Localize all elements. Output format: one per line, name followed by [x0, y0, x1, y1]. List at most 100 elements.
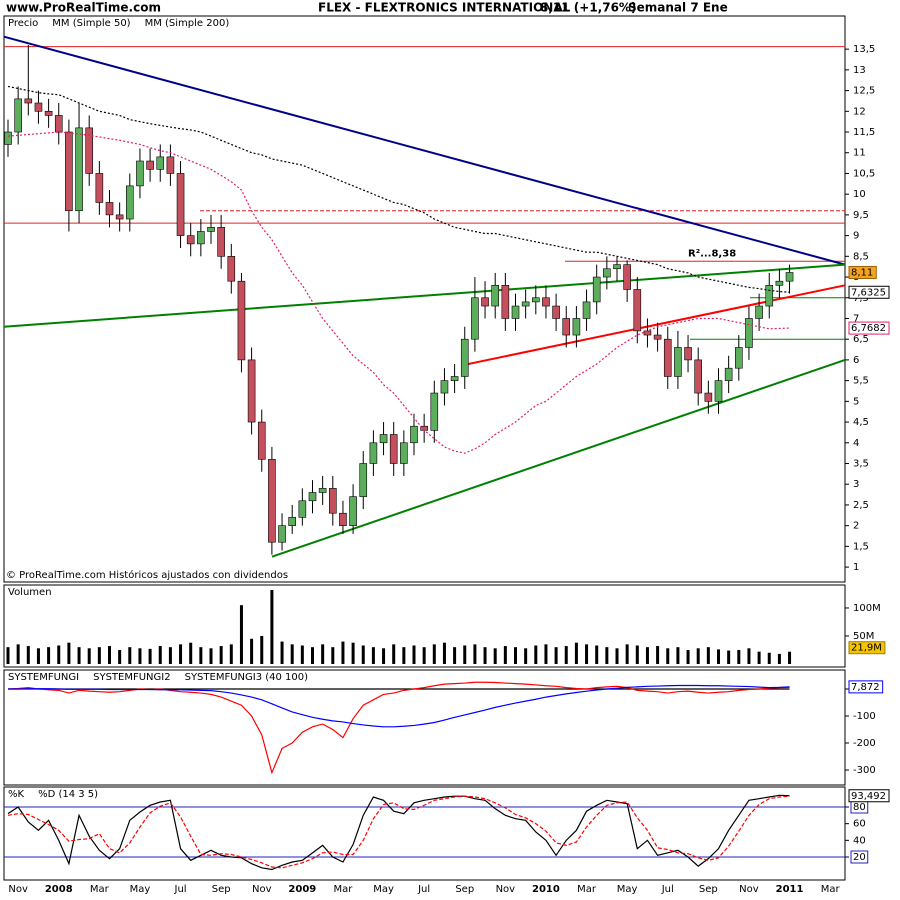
volume-bar [47, 647, 51, 664]
candle-body [724, 367, 733, 381]
x-tick-label: Jul [174, 884, 187, 895]
y-tick-label: 1,5 [853, 541, 869, 552]
volume-bar [442, 642, 446, 664]
candle-body [166, 156, 175, 174]
volume-bar [717, 649, 720, 664]
candle-body [531, 297, 540, 303]
candle-body [85, 127, 93, 174]
volume-bar [432, 644, 436, 664]
volume-bar [473, 644, 477, 664]
x-tick-label: Nov [496, 884, 516, 895]
y-tick-label: 100M [853, 603, 881, 614]
volume-bar [595, 645, 599, 664]
volume-bar [554, 647, 558, 664]
volume-bar [605, 647, 609, 664]
x-tick-label: May [130, 884, 151, 895]
candle-body [14, 98, 22, 133]
legend-entry: Precio [8, 18, 38, 29]
y-tick-label: 3,5 [853, 458, 869, 469]
x-tick-label: Mar [821, 884, 841, 895]
legend-entry: Volumen [8, 587, 52, 598]
volume-bar [666, 648, 670, 664]
volume-bar [524, 648, 528, 664]
candle-body [521, 301, 530, 307]
candle-body [704, 392, 713, 402]
candle-body [115, 214, 124, 220]
trendline [3, 263, 846, 328]
candle-body [257, 421, 266, 460]
series-line [8, 684, 790, 728]
footer-note: © ProRealTime.com Históricos ajustados c… [6, 569, 288, 581]
candle-body [105, 202, 114, 216]
candle-body [207, 227, 215, 232]
y-tick-label: 5 [853, 396, 859, 407]
chart-title: FLEX - FLEXTRONICS INTERNATIONAL [318, 1, 571, 15]
price-panel [3, 15, 846, 583]
y-tick-label: 10,5 [853, 168, 875, 179]
volume-bar [727, 650, 731, 664]
candle-body [217, 227, 225, 257]
y-tick-label: 3 [853, 479, 859, 490]
volume-bar [706, 647, 710, 664]
candle-body [653, 334, 662, 340]
volume-bar [138, 648, 142, 664]
candle-body [379, 434, 388, 444]
volume-bar [777, 653, 781, 664]
volume-bar [615, 648, 619, 664]
candle-body [156, 156, 165, 170]
volume-bar [239, 605, 243, 664]
y-tick-label: 7 [853, 313, 859, 324]
y-tick-label: 50M [853, 631, 874, 642]
candle-body [734, 347, 743, 369]
candle-body [24, 98, 33, 104]
candle-body [176, 173, 185, 236]
volume-bar [158, 646, 162, 664]
volume-bar [686, 649, 690, 664]
x-tick-label: Jul [417, 884, 430, 895]
volume-bar [67, 642, 71, 664]
y-tick-label: 2,5 [853, 500, 869, 511]
volume-bar [382, 648, 386, 664]
volume-bar [260, 635, 264, 664]
volume-bar [564, 646, 568, 664]
fungi-panel [3, 669, 846, 786]
trendline [467, 284, 846, 366]
x-tick-label: Jul [661, 884, 674, 895]
volume-bar [331, 647, 335, 664]
candle-body [400, 442, 408, 464]
y-tick-label: 80 [853, 802, 866, 813]
volume-bar [361, 645, 365, 664]
legend-entry: SYSTEMFUNGI3 (40 100) [185, 672, 309, 683]
volume-bar [402, 647, 406, 664]
y-tick-label: 9,5 [853, 210, 869, 221]
volume-bar [463, 645, 467, 664]
y-tick-label: 20 [853, 852, 866, 863]
last-value-label: 21,9M [851, 643, 882, 654]
candle-body [227, 256, 236, 282]
x-tick-label: Sep [455, 884, 474, 895]
volume-bar [625, 644, 629, 664]
candle-body [775, 280, 784, 286]
volume-bar [189, 642, 193, 664]
candle-body [613, 264, 621, 270]
series-line [7, 131, 790, 454]
candle-body [146, 160, 154, 170]
level-box [850, 850, 869, 864]
candle-body [359, 463, 368, 497]
legend-entry: SYSTEMFUNGI [8, 672, 79, 683]
volume-bar [574, 642, 578, 664]
x-tick-label: Nov [739, 884, 759, 895]
candle-body [44, 111, 53, 116]
volume-bar [351, 642, 355, 664]
last-value-label: 8,11 [851, 267, 873, 278]
y-tick-label: 11,5 [853, 127, 875, 138]
y-tick-label: 6,5 [853, 334, 869, 345]
candle-body [349, 496, 357, 526]
candle-body [694, 359, 703, 394]
candle-body [298, 500, 307, 518]
trendline [3, 35, 846, 266]
x-tick-label: Mar [90, 884, 110, 895]
y-tick-label: 5,5 [853, 376, 869, 387]
quote: 8,11 (+1,76%) [540, 1, 636, 15]
